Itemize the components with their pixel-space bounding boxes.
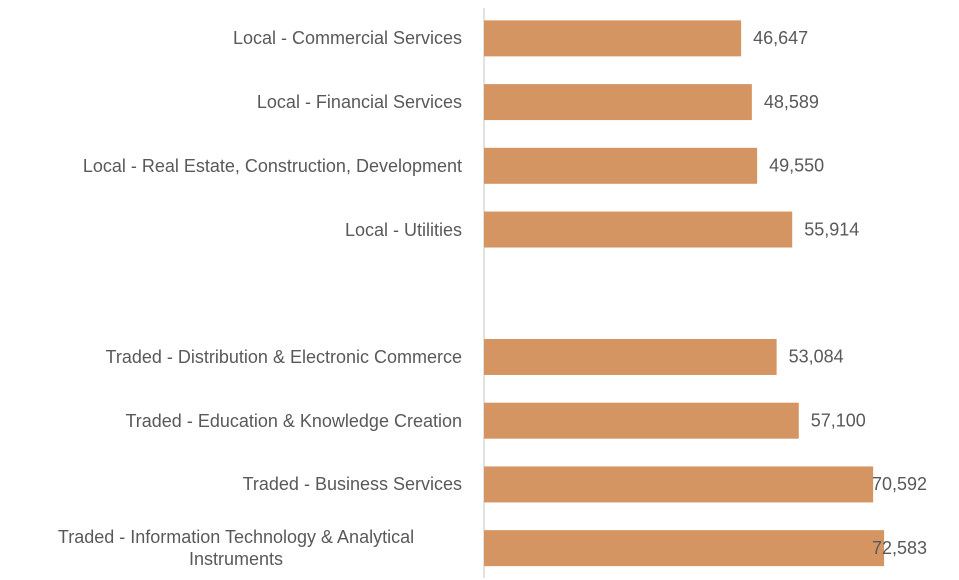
data-label: 48,589: [764, 92, 819, 112]
bar: [484, 402, 799, 439]
y-tick-label: Local - Utilities: [344, 219, 462, 240]
category-label-box: Traded - Distribution & Electronic Comme…: [106, 325, 462, 389]
bar: [484, 20, 742, 57]
y-tick-label: Traded - Information Technology & Analyt…: [57, 527, 415, 570]
bar: [484, 466, 874, 503]
y-tick-label: Local - Financial Services: [256, 92, 462, 113]
category-label-box: Local - Real Estate, Construction, Devel…: [83, 134, 462, 198]
category-label-box: Local - Utilities: [345, 198, 462, 262]
bar: [484, 147, 758, 184]
bar: [484, 338, 777, 375]
data-label: 49,550: [769, 156, 824, 176]
data-label: 72,583: [872, 538, 927, 558]
category-label-box: Local - Financial Services: [257, 70, 462, 134]
y-tick-label: Local - Real Estate, Construction, Devel…: [82, 155, 462, 176]
category-label-box: Traded - Information Technology & Analyt…: [10, 516, 462, 580]
data-label: 57,100: [811, 410, 866, 430]
data-label: 46,647: [753, 28, 808, 48]
y-tick-label: Traded - Education & Knowledge Creation: [125, 410, 462, 431]
y-tick-label: Traded - Distribution & Electronic Comme…: [105, 346, 462, 367]
bar: [484, 211, 793, 248]
category-label-box: Traded - Business Services: [243, 452, 462, 516]
bar: [484, 530, 885, 567]
y-tick-label: Traded - Business Services: [242, 474, 462, 495]
category-label-box: Local - Commercial Services: [233, 6, 462, 70]
category-label-box: Traded - Education & Knowledge Creation: [125, 389, 462, 453]
data-label: 70,592: [872, 474, 927, 494]
bar: [484, 84, 752, 121]
y-tick-label: Local - Commercial Services: [232, 28, 462, 49]
data-label: 53,084: [789, 347, 844, 367]
data-label: 55,914: [804, 219, 859, 239]
